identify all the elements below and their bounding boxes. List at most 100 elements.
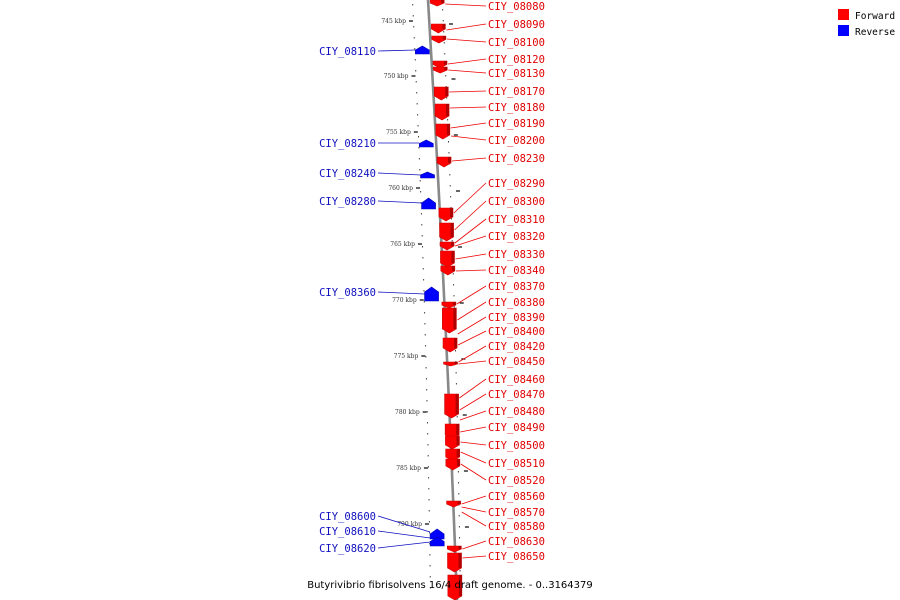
track-dot <box>424 312 425 314</box>
forward-gene-shade <box>448 157 451 163</box>
forward-leader-line <box>459 379 486 398</box>
forward-gene-shade <box>451 242 454 246</box>
forward-leader-line <box>451 123 486 128</box>
track-dot <box>453 295 454 297</box>
reverse-leader-line <box>378 173 421 175</box>
track-dot <box>415 59 416 61</box>
track-dot <box>422 257 423 259</box>
track-dot <box>413 15 414 17</box>
forward-gene-label: CIY_08650 <box>488 551 545 563</box>
forward-gene-label: CIY_08460 <box>488 374 545 386</box>
forward-leader-line <box>459 361 486 364</box>
track-dot <box>422 235 423 237</box>
forward-gene-label: CIY_08100 <box>488 37 545 49</box>
tick-label: 755 kbp <box>386 129 411 136</box>
track-dot <box>450 196 451 198</box>
tick-label: 765 kbp <box>390 241 415 248</box>
track-dot <box>452 240 453 242</box>
forward-leader-line <box>455 236 486 246</box>
forward-gene-shade <box>447 124 450 135</box>
track-dot <box>430 565 431 567</box>
forward-gene-shade <box>454 338 457 348</box>
track-dot <box>448 141 449 143</box>
forward-leader-line <box>449 91 486 92</box>
track-dot <box>419 169 420 171</box>
track-dot <box>454 306 455 308</box>
reverse-gene-label: CIY_08600 <box>319 511 376 523</box>
forward-gene-label: CIY_08340 <box>488 265 545 277</box>
track-dot <box>421 224 422 226</box>
track-dot <box>444 53 445 55</box>
forward-leader-line <box>460 442 486 445</box>
track-dot <box>458 471 459 473</box>
legend: Forward Reverse <box>838 9 895 38</box>
track-dot <box>425 356 426 358</box>
track-dot <box>429 554 430 556</box>
forward-leader-line <box>450 107 486 108</box>
tick-label: 780 kbp <box>395 409 420 416</box>
track-dot <box>458 482 459 484</box>
reverse-gene-label: CIY_08110 <box>319 46 376 58</box>
track-dot <box>425 334 426 336</box>
track-dot <box>414 37 415 39</box>
forward-leader-line <box>458 331 486 345</box>
forward-leader-line <box>454 183 486 213</box>
tick-label: 760 kbp <box>388 185 413 192</box>
reverse-leader-line <box>378 292 425 294</box>
forward-leader-line <box>446 24 486 30</box>
map-caption: Butyrivibrio fibrisolvens 16/4 draft gen… <box>307 580 593 591</box>
track-dot <box>418 125 419 127</box>
forward-leader-line <box>462 556 486 558</box>
legend-forward-swatch <box>838 9 849 20</box>
forward-gene-label: CIY_08570 <box>488 507 545 519</box>
track-dot <box>427 422 428 424</box>
track-dot <box>442 9 443 11</box>
forward-leader-line <box>461 452 486 463</box>
forward-gene-label: CIY_08370 <box>488 281 545 293</box>
reverse-leader-line <box>378 531 430 538</box>
track-dot <box>443 31 444 33</box>
forward-gene-label: CIY_08310 <box>488 214 545 226</box>
track-dot <box>453 284 454 286</box>
forward-gene-label: CIY_08180 <box>488 102 545 114</box>
track-dot <box>455 350 456 352</box>
track-dot <box>415 70 416 72</box>
forward-gene-label: CIY_08170 <box>488 86 545 98</box>
track-dot <box>420 191 421 193</box>
tick-label: 770 kbp <box>392 297 417 304</box>
reverse-leader-line <box>378 542 430 548</box>
track-dot <box>427 444 428 446</box>
track-dot <box>445 75 446 77</box>
reverse-gene-label: CIY_08280 <box>319 196 376 208</box>
forward-gene-shade <box>451 251 454 263</box>
forward-gene-label: CIY_08130 <box>488 68 545 80</box>
forward-leader-line <box>455 219 486 243</box>
legend-forward-label: Forward <box>855 11 895 22</box>
track-dot <box>458 493 459 495</box>
forward-gene-label: CIY_08450 <box>488 356 545 368</box>
forward-gene-shade <box>457 459 460 466</box>
forward-leader-line <box>458 317 486 334</box>
track-dot <box>443 20 444 22</box>
track-dot <box>428 466 429 468</box>
track-dot <box>425 345 426 347</box>
forward-gene-label: CIY_08080 <box>488 1 545 13</box>
forward-gene-label: CIY_08090 <box>488 19 545 31</box>
track-dot <box>427 411 428 413</box>
reverse-leader-line <box>378 201 422 203</box>
track-dot <box>456 372 457 374</box>
reverse-gene-label: CIY_08610 <box>319 526 376 538</box>
track-dot <box>428 488 429 490</box>
track-dot <box>423 290 424 292</box>
track-dot <box>418 136 419 138</box>
track-dot <box>456 383 457 385</box>
track-dot <box>459 526 460 528</box>
forward-gene-shade <box>451 223 454 237</box>
forward-gene-label: CIY_08300 <box>488 196 545 208</box>
track-dot <box>426 367 427 369</box>
forward-gene-shade <box>452 266 455 271</box>
track-dot <box>429 521 430 523</box>
forward-leader-line <box>448 70 486 73</box>
reverse-gene <box>415 46 429 54</box>
